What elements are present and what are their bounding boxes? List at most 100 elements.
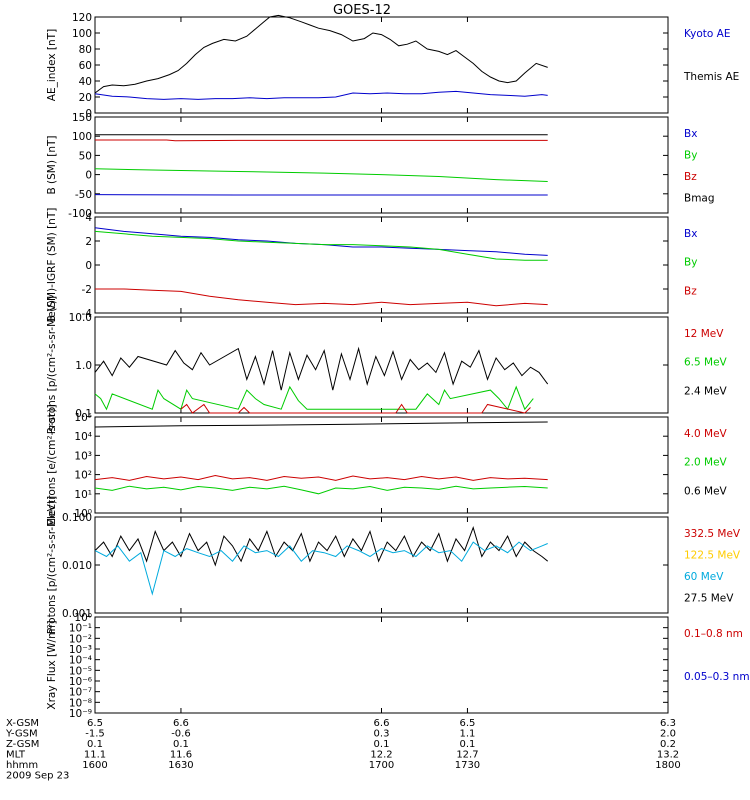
orbit-row-label: MLT (6, 750, 26, 761)
legend-entry: Bz (684, 171, 697, 183)
orbit-value: 6.3 (660, 718, 676, 729)
y-tick-label: 0 (85, 108, 92, 120)
y-tick-label: 10⁻² (69, 633, 92, 645)
series-line-2-0-mev (94, 485, 548, 495)
legend-entry: Bx (684, 128, 697, 140)
y-tick-label: 10⁻⁹ (69, 708, 92, 720)
y-tick-label: 120 (72, 12, 92, 24)
legend-entry: Kyoto AE (684, 28, 730, 40)
y-tick-label: 10⁻⁶ (69, 676, 92, 688)
legend-entry: 60 MeV (684, 571, 724, 583)
orbit-value: 0.3 (374, 729, 390, 740)
orbit-value: 12.2 (370, 750, 392, 761)
y-tick-label: 4 (85, 212, 92, 224)
y-tick-label: -4 (82, 308, 93, 320)
legend-entry: Bx (684, 228, 697, 240)
y-tick-label: 50 (79, 150, 92, 162)
y-axis-label: Electrons [e/(cm²-s-sr)] (46, 404, 58, 525)
panel-frame (94, 616, 669, 714)
panel-frame (94, 216, 669, 314)
y-tick-label: 0 (85, 170, 92, 182)
y-axis-label: Xray Flux [W/m²] (46, 620, 58, 709)
y-axis-label: Protons [p/(cm²-s-sr-MeV)] (46, 296, 58, 434)
y-axis-label: B (SM) [nT] (46, 135, 58, 194)
y-tick-label: 0.001 (62, 608, 92, 620)
series-line-by (94, 230, 548, 261)
orbit-value: 0.1 (459, 739, 475, 750)
legend-entry: 332.5 MeV (684, 528, 741, 540)
series-line-by (94, 168, 548, 182)
y-axis-label: Protons [p/(cm²-s-sr-MeV)] (46, 496, 58, 634)
y-tick-label: 10⁰ (74, 508, 92, 520)
orbit-value: -0.6 (171, 729, 191, 740)
legend-entry: Bmag (684, 193, 715, 205)
orbit-row-label: X-GSM (6, 718, 39, 729)
series-line-themis-ae (94, 14, 548, 94)
legend-entry: By (684, 257, 697, 269)
orbit-value: 1.1 (459, 729, 475, 740)
orbit-value: 1700 (369, 760, 394, 771)
legend-entry: 12 MeV (684, 328, 724, 340)
legend-entry: Themis AE (683, 71, 739, 83)
orbit-row-label: Z-GSM (6, 739, 39, 750)
y-tick-label: 2 (85, 236, 92, 248)
y-tick-label: 10⁻¹ (69, 623, 92, 635)
legend-entry: 4.0 MeV (684, 428, 728, 440)
series-line-12-mev (180, 403, 531, 414)
orbit-row-label: Y-GSM (5, 729, 38, 740)
y-axis-label: AE_index [nT] (46, 29, 58, 101)
y-tick-label: 1.0 (75, 360, 92, 372)
y-tick-label: 10⁵ (74, 412, 92, 424)
y-tick-label: 150 (72, 112, 92, 124)
series-line-27-5-mev (94, 526, 549, 567)
y-tick-label: 60 (79, 60, 92, 72)
series-line-6-5-mev (94, 385, 534, 411)
legend-entry: By (684, 150, 697, 162)
y-tick-label: 80 (79, 44, 92, 56)
legend-entry: 122.5 MeV (684, 550, 741, 562)
orbit-value: -1.5 (85, 729, 105, 740)
y-tick-label: -2 (82, 284, 92, 296)
y-tick-label: 0.010 (62, 560, 92, 572)
orbit-value: 1800 (655, 760, 680, 771)
y-tick-label: 10¹ (74, 489, 92, 501)
y-tick-label: 10⁰ (74, 612, 92, 624)
series-line-bz (95, 139, 548, 142)
orbit-value: 1730 (455, 760, 480, 771)
y-tick-label: 100 (72, 131, 92, 143)
legend-entry: 2.0 MeV (684, 457, 728, 469)
orbit-value: 1600 (82, 760, 107, 771)
orbit-value: 0.2 (660, 739, 676, 750)
orbit-value: 11.1 (84, 750, 106, 761)
series-line-kyoto-ae (94, 90, 548, 100)
y-tick-label: 10⁻⁸ (69, 697, 92, 709)
orbit-value: 6.5 (459, 718, 475, 729)
y-tick-label: 10⁴ (74, 431, 92, 443)
orbit-value: 6.6 (173, 718, 189, 729)
legend-entry: 0.05–0.3 nm (684, 671, 750, 683)
plot-date: 2009 Sep 23 (6, 771, 69, 782)
series-line-4-0-mev (94, 474, 548, 481)
y-tick-label: 10⁻⁷ (69, 687, 92, 699)
series-line-bz (95, 288, 548, 307)
y-tick-label: 10³ (74, 450, 92, 462)
orbit-value: 12.7 (456, 750, 478, 761)
series-line-bx (94, 227, 548, 256)
panel-frame (94, 316, 669, 414)
orbit-value: 1630 (168, 760, 193, 771)
orbit-value: 6.5 (87, 718, 103, 729)
orbit-value: 6.6 (374, 718, 390, 729)
series-line-2-4-mev (94, 346, 549, 391)
series-line-60-mev (94, 541, 548, 596)
y-tick-label: 10⁻⁵ (69, 665, 92, 677)
legend-entry: 6.5 MeV (684, 357, 728, 369)
y-axis-label: B (SM)-IGRF (SM) [nT] (46, 208, 58, 323)
orbit-value: 0.1 (87, 739, 103, 750)
y-tick-label: 10⁻³ (69, 644, 92, 656)
y-tick-label: 10⁻⁴ (69, 655, 92, 667)
y-tick-label: 0.1 (75, 408, 92, 420)
orbit-value: 0.1 (374, 739, 390, 750)
y-tick-label: 40 (79, 76, 92, 88)
legend-entry: Bz (684, 285, 697, 297)
